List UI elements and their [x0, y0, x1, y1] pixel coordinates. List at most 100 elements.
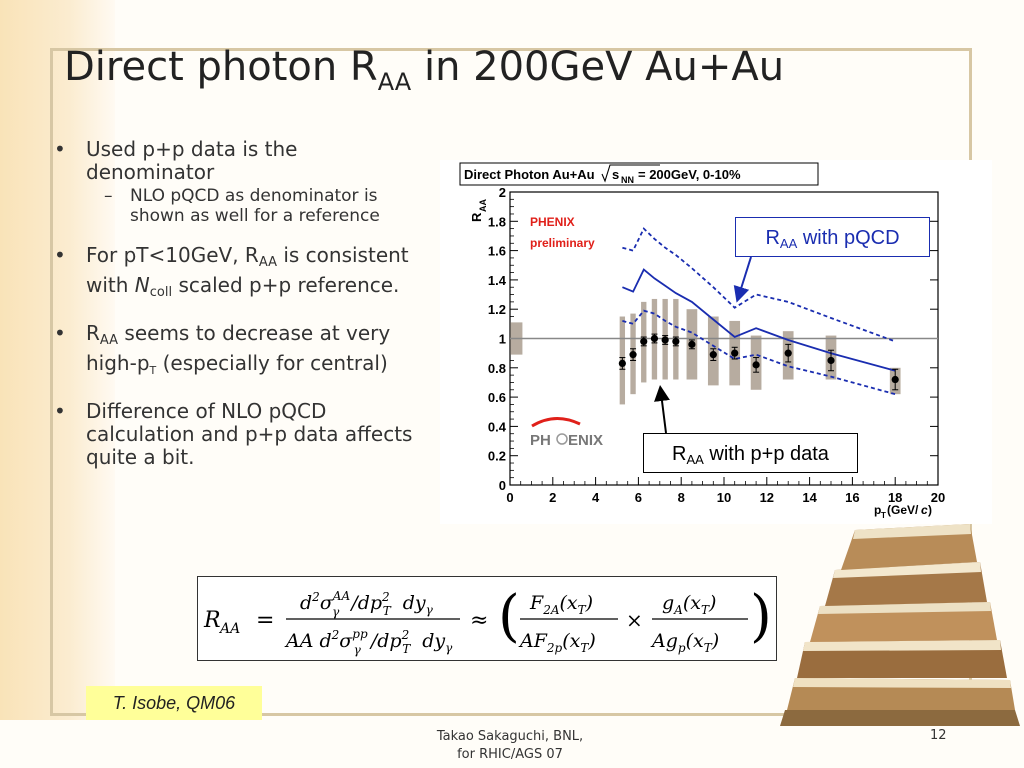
data-point [827, 356, 835, 365]
y-tick-label: 1.4 [488, 273, 507, 288]
sub-bullet-dash: – [104, 186, 113, 206]
bullet-2-text-c: scaled p+p reference. [172, 273, 400, 297]
bullet-3-sub2: T [149, 364, 157, 377]
callout-pqcd-r: R [765, 227, 780, 249]
data-point [709, 351, 717, 359]
data-point [784, 349, 792, 357]
x-axis-label-sub: T [881, 511, 886, 520]
data-point [891, 375, 899, 384]
x-axis-label-c: c [921, 503, 928, 517]
bullet-1-text: Used p+p data is the denominator [86, 137, 298, 184]
ticks-group [509, 191, 939, 486]
svg-text:AF2p(xT): AF2p(xT) [518, 630, 596, 655]
raa-formula: R AA = d2σAA γ/dp2 T dyγ AA d2σpp γ/dp2 T dy… [197, 576, 777, 661]
formula-graphic: R AA = d2σAA γ/dp2 T dyγ AA d2σpp γ/dp2 T dy… [203, 584, 772, 657]
svg-text:AA: AA [218, 621, 240, 637]
bullet-2-sub1: AA [258, 255, 277, 270]
bullet-3-text-c: (especially for central) [156, 351, 388, 375]
x-axis-label: p [874, 503, 881, 517]
bullet-3-sub1: AA [99, 333, 119, 348]
data-point [640, 337, 648, 346]
y-tick-label: 0.8 [488, 361, 506, 376]
footer-author: Takao Sakaguchi, BNL, for RHIC/AGS 07 [400, 728, 620, 764]
bullet-dot: • [54, 243, 66, 267]
y-axis-label: R [469, 212, 484, 222]
footer-line-1: Takao Sakaguchi, BNL, [436, 729, 584, 744]
chart-text: Direct Photon Au+Au s NN = 200GeV, 0-10%00… [464, 167, 945, 520]
data-point [650, 334, 659, 343]
callout-raa-pp: RAA with p+p data [643, 433, 858, 473]
title-rest: in 200GeV Au+Au [411, 44, 785, 90]
sub-bullet-1: – NLO pQCD as denominator is shown as we… [52, 186, 422, 226]
data-point [661, 336, 669, 344]
y-tick-label: 2 [499, 185, 506, 200]
pqcd-upper-curve [622, 227, 896, 343]
phenix-logo-swoosh [531, 417, 581, 428]
svg-text:Agp(xT): Agp(xT) [650, 630, 719, 655]
bullet-1: • Used p+p data is the denominator – NLO… [52, 137, 422, 227]
title-main: Direct photon R [64, 44, 378, 90]
x-tick-label: 4 [592, 490, 600, 505]
x-tick-label: 20 [931, 490, 945, 505]
svg-text:F2A(xT): F2A(xT) [529, 592, 593, 617]
svg-text:gA(xT): gA(xT) [662, 592, 716, 617]
page-number: 12 [930, 728, 947, 743]
bullet-dot: • [54, 399, 66, 423]
callout-pqcd-rest: with pQCD [797, 227, 900, 249]
callout-pp-rest: with p+p data [703, 443, 829, 465]
x-tick-label: 16 [845, 490, 859, 505]
y-tick-label: 1.2 [488, 302, 506, 317]
x-tick-label: 14 [802, 490, 817, 505]
phenix-logo-text-left: PH [530, 432, 551, 449]
left-decorative-band [0, 0, 115, 720]
bullet-dot: • [54, 137, 66, 161]
x-axis-label-units: (GeV/ [887, 503, 919, 517]
bullet-2-sub2: coll [149, 285, 173, 300]
x-tick-label: 18 [888, 490, 902, 505]
bullet-dot: • [54, 321, 66, 345]
sqrt-symbol [601, 164, 660, 183]
phenix-label: PHENIX [530, 215, 575, 229]
bullet-2-n: N [134, 273, 150, 297]
callout-pp-r: R [672, 443, 687, 465]
chart-title-sqrt-sub: NN [621, 175, 634, 185]
svg-text:R: R [203, 608, 221, 633]
data-point [629, 351, 637, 359]
x-tick-label: 10 [717, 490, 731, 505]
x-tick-label: 8 [678, 490, 685, 505]
svg-text:): ) [750, 584, 772, 649]
svg-text:×: × [626, 608, 643, 632]
x-tick-label: 0 [506, 490, 513, 505]
x-tick-label: 12 [760, 490, 774, 505]
pqcd-lower-curve [622, 309, 896, 396]
y-axis-label-sub: AA [478, 199, 488, 212]
x-tick-label: 2 [549, 490, 556, 505]
pqcd-curves [622, 227, 896, 396]
data-point [618, 359, 626, 368]
callout-pp-sub: AA [686, 452, 704, 467]
chart-title-sqrt-s: s [612, 167, 619, 182]
book-stack [780, 524, 1020, 726]
chart-title-rest: = 200GeV, 0-10% [638, 167, 741, 182]
callout-pqcd-sub: AA [779, 236, 798, 251]
bullet-3: • RAA seems to decrease at very high-pT … [52, 322, 422, 382]
svg-text:≈: ≈ [470, 608, 488, 633]
slide-title: Direct photon RAA in 200GeV Au+Au [64, 44, 784, 96]
y-tick-label: 0.6 [488, 390, 506, 405]
x-tick-label: 6 [635, 490, 642, 505]
chart-title-box [459, 162, 819, 186]
bullet-2-text-a: For pT<10GeV, R [86, 243, 259, 267]
bullet-2-text-b: is consistent with [86, 243, 409, 297]
y-tick-label: 0.4 [488, 419, 507, 434]
sub-bullet-1-text: NLO pQCD as denominator is shown as well… [130, 186, 380, 226]
bullet-3-text-b: seems to decrease at very high-p [86, 321, 391, 375]
phenix-logo-star [556, 433, 568, 445]
pqcd-central-curve [622, 268, 896, 372]
data-points [618, 333, 899, 391]
credit-label: T. Isobe, QM06 [86, 686, 262, 720]
bullet-list: • Used p+p data is the denominator – NLO… [52, 138, 422, 487]
callout-raa-pqcd: RAA with pQCD [735, 217, 930, 257]
y-tick-label: 1.8 [488, 214, 506, 229]
data-point [752, 361, 760, 369]
